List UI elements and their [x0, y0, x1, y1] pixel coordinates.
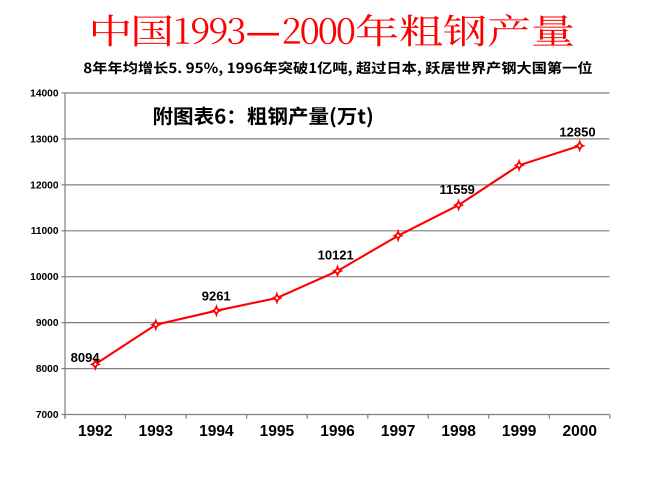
svg-text:12850: 12850: [559, 124, 595, 139]
svg-text:1995: 1995: [260, 423, 295, 440]
svg-text:10000: 10000: [30, 272, 59, 283]
svg-text:9000: 9000: [36, 318, 59, 329]
svg-text:1999: 1999: [502, 423, 537, 440]
svg-text:8094: 8094: [71, 350, 101, 365]
svg-text:7000: 7000: [36, 410, 59, 421]
svg-text:1992: 1992: [78, 423, 112, 440]
svg-text:11559: 11559: [439, 182, 474, 197]
svg-text:14000: 14000: [30, 88, 59, 99]
svg-text:12000: 12000: [30, 180, 59, 191]
svg-text:1993: 1993: [139, 423, 174, 440]
svg-text:10121: 10121: [318, 248, 354, 263]
svg-text:1998: 1998: [441, 423, 476, 440]
svg-text:13000: 13000: [30, 134, 59, 145]
svg-text:1997: 1997: [381, 423, 415, 440]
svg-text:1994: 1994: [199, 423, 234, 440]
svg-text:1996: 1996: [320, 423, 355, 440]
svg-text:8000: 8000: [36, 364, 59, 375]
svg-text:9261: 9261: [202, 289, 231, 304]
svg-text:11000: 11000: [31, 226, 59, 237]
svg-text:2000: 2000: [562, 423, 596, 440]
